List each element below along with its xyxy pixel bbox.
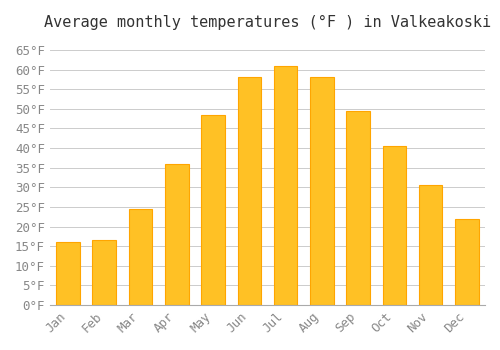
Bar: [56, 242, 80, 305]
Title: Average monthly temperatures (°F ) in Valkeakoski: Average monthly temperatures (°F ) in Va…: [44, 15, 491, 30]
Bar: [346, 111, 370, 305]
Bar: [165, 164, 188, 305]
Bar: [382, 146, 406, 305]
Bar: [92, 240, 116, 305]
Bar: [310, 77, 334, 305]
Bar: [455, 219, 478, 305]
Bar: [419, 185, 442, 305]
Bar: [128, 209, 152, 305]
Bar: [202, 115, 225, 305]
Bar: [238, 77, 261, 305]
Bar: [274, 65, 297, 305]
